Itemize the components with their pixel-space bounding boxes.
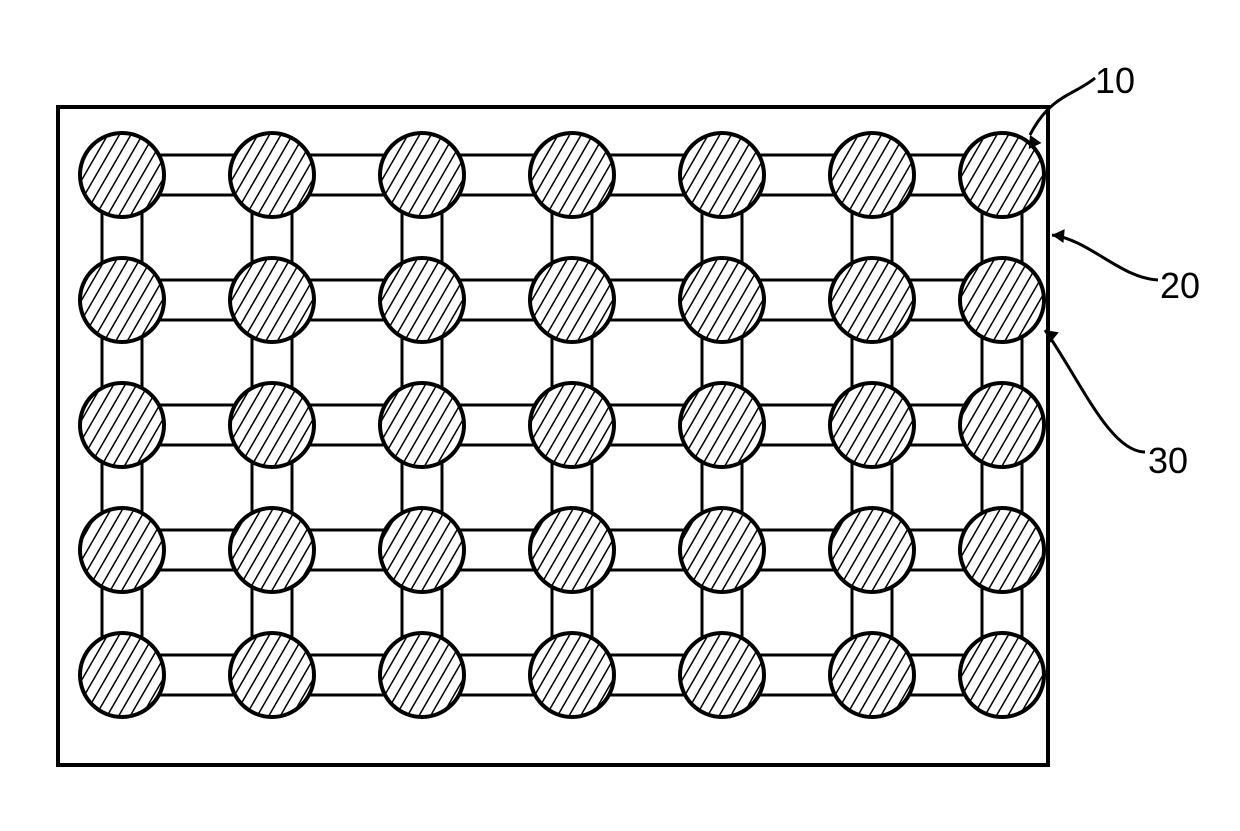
node <box>230 133 314 217</box>
node <box>960 258 1044 342</box>
node <box>680 258 764 342</box>
node <box>380 508 464 592</box>
node <box>680 633 764 717</box>
leader-20 <box>1052 235 1158 280</box>
node <box>230 258 314 342</box>
diagram-canvas <box>0 0 1240 831</box>
node <box>230 633 314 717</box>
node <box>380 258 464 342</box>
node <box>960 383 1044 467</box>
leader-30 <box>1045 330 1145 452</box>
node <box>380 133 464 217</box>
node <box>830 383 914 467</box>
label-20: 20 <box>1160 265 1200 307</box>
node <box>960 508 1044 592</box>
node <box>230 508 314 592</box>
node <box>530 508 614 592</box>
node <box>380 633 464 717</box>
node <box>80 508 164 592</box>
node <box>230 383 314 467</box>
label-30: 30 <box>1148 440 1188 482</box>
node <box>830 508 914 592</box>
node <box>830 258 914 342</box>
node <box>380 383 464 467</box>
node <box>830 133 914 217</box>
node <box>80 383 164 467</box>
node <box>680 383 764 467</box>
node <box>530 258 614 342</box>
leader-20-arrow <box>1052 229 1065 243</box>
node <box>80 633 164 717</box>
node <box>680 508 764 592</box>
node <box>830 633 914 717</box>
node <box>530 133 614 217</box>
label-10: 10 <box>1095 60 1135 102</box>
node <box>80 133 164 217</box>
node <box>530 633 614 717</box>
node-array <box>80 133 1044 717</box>
node <box>960 633 1044 717</box>
node <box>530 383 614 467</box>
node <box>80 258 164 342</box>
node <box>680 133 764 217</box>
